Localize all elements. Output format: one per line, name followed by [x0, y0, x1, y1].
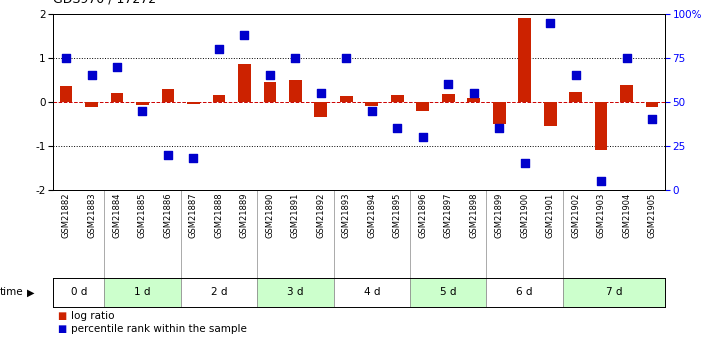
Bar [620, 85, 633, 102]
Point [341, 55, 352, 61]
Text: GSM21893: GSM21893 [342, 193, 351, 238]
Bar [646, 102, 658, 107]
Text: GSM21897: GSM21897 [444, 193, 453, 238]
Point [60, 55, 72, 61]
Point [112, 64, 123, 69]
Text: percentile rank within the sample: percentile rank within the sample [71, 324, 247, 334]
Point [213, 46, 225, 52]
Bar [257, 278, 333, 307]
Bar [594, 102, 607, 150]
Text: 2 d: 2 d [210, 287, 228, 297]
Point [188, 155, 199, 161]
Text: log ratio: log ratio [71, 311, 114, 321]
Text: 1 d: 1 d [134, 287, 151, 297]
Bar [410, 278, 486, 307]
Bar [570, 92, 582, 102]
Bar [391, 95, 404, 102]
Bar [340, 97, 353, 102]
Bar [238, 65, 251, 102]
Point [621, 55, 632, 61]
Bar [187, 102, 200, 104]
Bar [442, 94, 454, 102]
Bar [264, 82, 277, 102]
Bar [136, 102, 149, 105]
Point [595, 178, 606, 184]
Point [264, 72, 276, 78]
Bar [105, 278, 181, 307]
Text: GSM21886: GSM21886 [164, 193, 173, 238]
Bar [467, 98, 480, 102]
Bar [486, 278, 563, 307]
Point [366, 108, 378, 113]
Bar [563, 278, 665, 307]
Text: GSM21892: GSM21892 [316, 193, 326, 238]
Point [545, 20, 556, 26]
Point [239, 32, 250, 38]
Bar [493, 102, 506, 124]
Text: ■: ■ [57, 324, 66, 334]
Bar [333, 278, 410, 307]
Point [315, 90, 326, 96]
Bar [85, 102, 98, 107]
Text: 3 d: 3 d [287, 287, 304, 297]
Point [493, 126, 505, 131]
Text: GSM21895: GSM21895 [392, 193, 402, 238]
Text: ▶: ▶ [27, 287, 35, 297]
Bar [365, 102, 378, 106]
Text: GSM21889: GSM21889 [240, 193, 249, 238]
Point [137, 108, 148, 113]
Bar [518, 18, 531, 102]
Text: GSM21894: GSM21894 [368, 193, 376, 238]
Point [392, 126, 403, 131]
Bar [314, 102, 327, 117]
Text: GSM21905: GSM21905 [648, 193, 656, 238]
Text: 6 d: 6 d [516, 287, 533, 297]
Point [289, 55, 301, 61]
Text: GSM21898: GSM21898 [469, 193, 479, 238]
Bar [111, 93, 124, 102]
Bar [161, 89, 174, 102]
Bar [213, 95, 225, 102]
Bar [53, 278, 105, 307]
Text: GSM21883: GSM21883 [87, 193, 96, 238]
Point [417, 134, 429, 140]
Text: 0 d: 0 d [70, 287, 87, 297]
Text: GSM21902: GSM21902 [571, 193, 580, 238]
Text: GSM21884: GSM21884 [112, 193, 122, 238]
Bar [289, 80, 301, 102]
Point [468, 90, 479, 96]
Text: GSM21900: GSM21900 [520, 193, 529, 238]
Text: GSM21904: GSM21904 [622, 193, 631, 238]
Point [162, 152, 173, 157]
Text: 5 d: 5 d [440, 287, 456, 297]
Text: 7 d: 7 d [606, 287, 622, 297]
Text: GSM21899: GSM21899 [495, 193, 503, 238]
Text: 4 d: 4 d [363, 287, 380, 297]
Text: GSM21903: GSM21903 [597, 193, 606, 238]
Bar [544, 102, 557, 126]
Text: GSM21882: GSM21882 [62, 193, 70, 238]
Point [570, 72, 582, 78]
Text: GSM21891: GSM21891 [291, 193, 300, 238]
Point [86, 72, 97, 78]
Text: ■: ■ [57, 311, 66, 321]
Bar [417, 102, 429, 110]
Text: GSM21888: GSM21888 [215, 193, 223, 238]
Text: GSM21887: GSM21887 [189, 193, 198, 238]
Bar [60, 86, 73, 102]
Point [646, 117, 658, 122]
Text: GSM21896: GSM21896 [418, 193, 427, 238]
Text: time: time [0, 287, 23, 297]
Point [442, 81, 454, 87]
Point [519, 160, 530, 166]
Text: GDS970 / 17272: GDS970 / 17272 [53, 0, 156, 5]
Text: GSM21901: GSM21901 [545, 193, 555, 238]
Text: GSM21885: GSM21885 [138, 193, 147, 238]
Bar [181, 278, 257, 307]
Text: GSM21890: GSM21890 [265, 193, 274, 238]
